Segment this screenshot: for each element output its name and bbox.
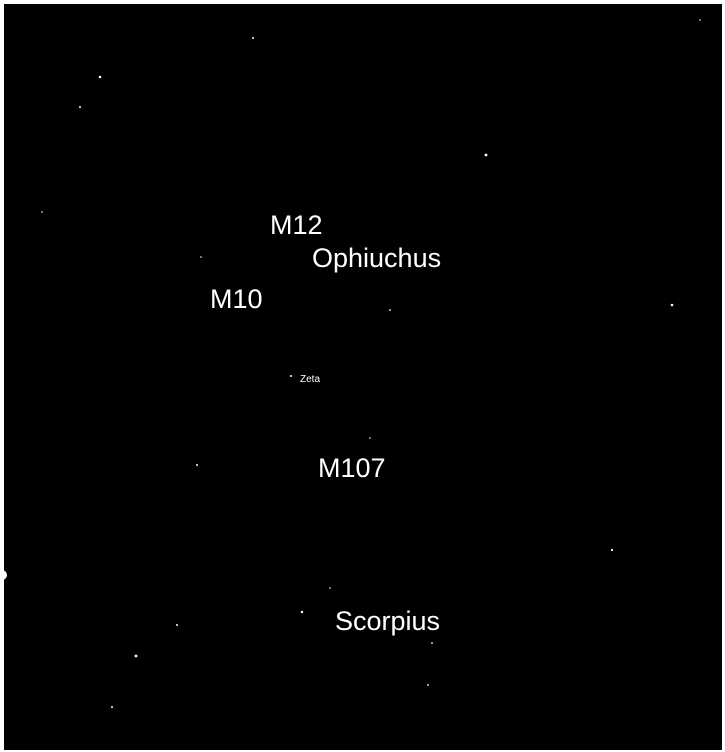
star (484, 153, 488, 157)
star (699, 19, 701, 21)
star (134, 654, 138, 658)
star (98, 75, 102, 79)
constellation-label: Scorpius (335, 606, 440, 636)
star (79, 106, 81, 108)
star (200, 256, 202, 258)
sky-background (4, 4, 722, 750)
star (369, 437, 371, 439)
star (610, 548, 614, 552)
star (176, 624, 178, 626)
object-label: M10 (210, 284, 263, 314)
star-label: Zeta (300, 374, 320, 385)
star (41, 211, 43, 213)
star (431, 642, 433, 644)
object-label: M12 (270, 210, 323, 240)
star (111, 706, 113, 708)
star (670, 303, 674, 307)
star (252, 37, 254, 39)
edge-object (0, 570, 7, 580)
star (300, 610, 304, 614)
object-label: M107 (318, 453, 386, 483)
star (427, 684, 429, 686)
star (329, 587, 331, 589)
star (196, 464, 198, 466)
star (290, 375, 292, 377)
constellation-label: Ophiuchus (312, 243, 441, 273)
star (389, 309, 391, 311)
stars (41, 19, 701, 708)
